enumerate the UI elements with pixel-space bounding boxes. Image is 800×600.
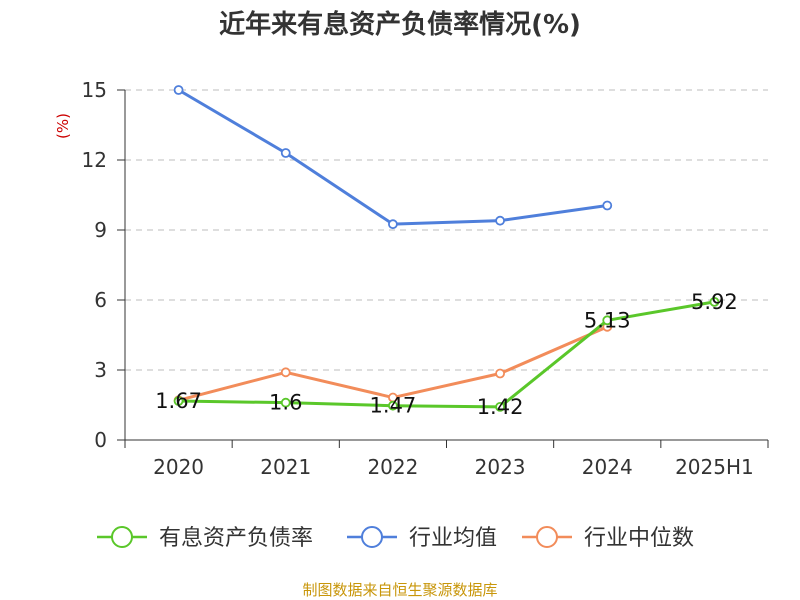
series-0-point-0 [173,396,184,406]
source-note: 制图数据来自恒生聚源数据库 [302,581,497,599]
axes [117,89,769,448]
data-labels: 1.67 1.6 1.47 1.42 5.13 5.92 [155,290,738,419]
data-label-2021: 1.6 [269,391,302,415]
legend-label-2: 行业中位数 [584,526,694,551]
legend: 有息资产负债率 行业均值 行业中位数 [97,526,694,551]
series-1-point-2 [388,219,398,230]
series-line-2 [178,325,608,402]
y-tick-label-0: 0 [94,428,107,452]
legend-label-0: 有息资产负债率 [159,526,313,551]
series-0-point-3 [495,401,505,412]
series-1-point-4 [602,200,613,211]
data-label-2023: 1.42 [477,395,524,419]
data-label-2020: 1.67 [155,389,202,413]
x-tick-label-2021: 2021 [260,455,311,479]
series-0-point-5 [709,296,720,307]
legend-marker-0 [111,526,133,548]
x-tick-label-2023: 2023 [475,455,526,479]
y-tick-label-12: 12 [82,148,107,172]
series-1-point-0 [173,85,184,95]
x-tick-labels: 2020 2021 2022 2023 2024 2025H1 [153,455,754,479]
data-label-2024: 5.13 [584,308,631,332]
series-2-point-1 [280,367,291,378]
chart-title: 近年来有息资产负债率情况(%) [219,9,581,40]
y-tick-label-6: 6 [94,288,107,312]
series-2-point-3 [495,368,505,379]
data-label-2022: 1.47 [370,394,417,418]
series-0-point-2 [388,400,398,411]
series-0-point-1 [280,397,291,408]
y-tick-label-9: 9 [94,218,107,242]
series-1-point-3 [495,215,505,226]
y-tick-label-15: 15 [82,78,107,102]
x-tick-label-2025H1: 2025H1 [675,455,754,479]
gridlines [125,89,768,371]
legend-marker-1 [361,526,383,548]
legend-marker-2 [536,526,558,548]
y-axis-unit: (%) [54,113,72,139]
data-label-2025H1: 5.92 [691,290,738,314]
series-lines [173,85,720,412]
x-tick-label-2020: 2020 [153,455,204,479]
series-line-1 [177,88,608,226]
x-tick-label-2024: 2024 [582,455,633,479]
series-1-point-1 [280,148,291,158]
y-tick-label-3: 3 [94,358,107,382]
series-line-0 [178,300,715,409]
legend-label-1: 行业均值 [409,526,497,551]
y-tick-labels: 0 3 6 9 12 15 [82,78,107,452]
series-0-point-4 [602,315,613,326]
x-tick-label-2022: 2022 [367,455,418,479]
